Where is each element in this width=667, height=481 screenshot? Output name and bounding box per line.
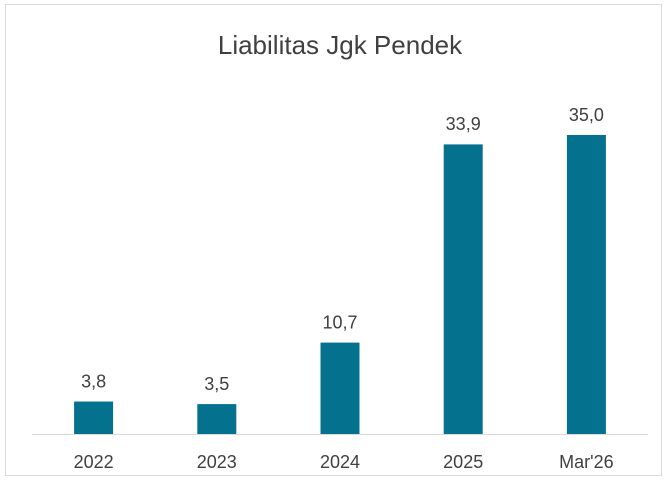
- value-label: 10,7: [322, 312, 357, 332]
- x-tick-label: 2023: [197, 452, 237, 472]
- value-label: 33,9: [446, 114, 481, 134]
- bar: [74, 401, 114, 434]
- bar: [320, 342, 360, 434]
- x-tick-label: 2025: [443, 452, 483, 472]
- bar: [443, 144, 483, 434]
- x-tick-label: 2022: [74, 452, 114, 472]
- bar: [566, 135, 606, 434]
- bar: [197, 404, 237, 434]
- value-label: 3,8: [81, 371, 106, 391]
- x-tick-label: Mar'26: [559, 452, 613, 472]
- value-label: 3,5: [204, 374, 229, 394]
- chart-title: Liabilitas Jgk Pendek: [218, 30, 463, 60]
- x-tick-label: 2024: [320, 452, 360, 472]
- value-label: 35,0: [569, 105, 604, 125]
